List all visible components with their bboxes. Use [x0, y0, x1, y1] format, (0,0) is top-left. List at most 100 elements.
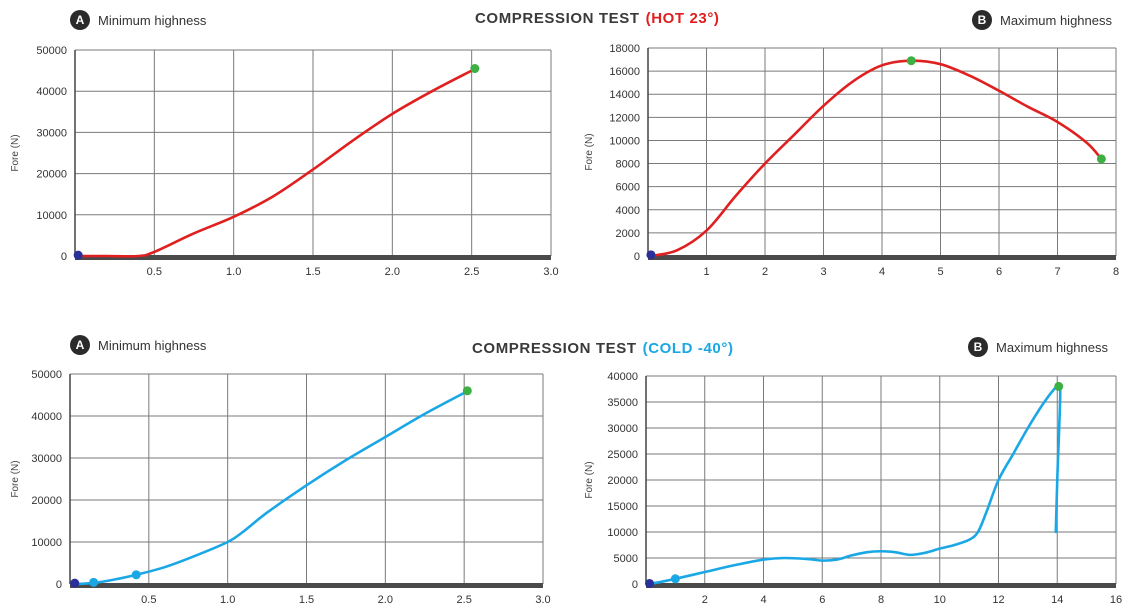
x-tick-label: 1.0 [220, 594, 235, 606]
badge-b-icon: B [972, 10, 992, 30]
x-tick-label: 0.5 [147, 266, 162, 278]
x-axis-bar [75, 255, 551, 260]
y-tick-label: 30000 [36, 127, 67, 139]
x-tick-label: 3 [820, 266, 826, 278]
x-tick-label: 8 [878, 594, 884, 606]
data-point-marker [670, 574, 680, 584]
y-axis-label: Fore (N) [584, 133, 595, 170]
x-tick-label: 12 [992, 594, 1004, 606]
x-tick-label: 6 [996, 266, 1002, 278]
series-line [647, 384, 1062, 586]
y-tick-label: 30000 [31, 453, 62, 465]
data-point-marker [73, 250, 83, 260]
panel-label-cold-max: B Maximum highness [968, 337, 1108, 357]
badge-a-icon: A [70, 335, 90, 355]
x-tick-label: 0.5 [141, 594, 156, 606]
x-tick-label: 6 [819, 594, 825, 606]
x-tick-label: 3.0 [535, 594, 550, 606]
y-tick-label: 18000 [609, 43, 640, 55]
data-point-marker [470, 64, 480, 74]
y-tick-label: 6000 [616, 182, 640, 194]
x-axis-bar [646, 583, 1116, 588]
x-tick-label: 14 [1051, 594, 1063, 606]
panel-label-hot-min: A Minimum highness [70, 10, 206, 30]
data-point-marker [646, 250, 656, 260]
y-tick-label: 5000 [614, 553, 638, 565]
x-tick-label: 7 [1054, 266, 1060, 278]
y-tick-label: 0 [634, 251, 640, 263]
section-title-main: COMPRESSION TEST [475, 10, 640, 27]
data-point-marker [1096, 154, 1106, 164]
panel-label-cold-min: A Minimum highness [70, 335, 206, 355]
section-title-temp: (HOT 23°) [645, 10, 720, 27]
y-tick-label: 8000 [616, 159, 640, 171]
series-line [76, 69, 473, 258]
data-point-marker [70, 578, 80, 588]
badge-b-icon: B [968, 337, 988, 357]
y-tick-label: 30000 [607, 423, 638, 435]
x-tick-label: 1.5 [299, 594, 314, 606]
y-tick-label: 0 [61, 251, 67, 263]
series-line [71, 391, 466, 586]
x-tick-label: 8 [1113, 266, 1119, 278]
y-tick-label: 2000 [616, 228, 640, 240]
data-point-marker [645, 578, 655, 588]
y-tick-label: 10000 [607, 527, 638, 539]
data-point-marker [906, 56, 916, 66]
y-tick-label: 20000 [31, 495, 62, 507]
y-tick-label: 50000 [36, 45, 67, 57]
x-tick-label: 2 [702, 594, 708, 606]
y-tick-label: 10000 [609, 135, 640, 147]
data-point-marker [1054, 381, 1064, 391]
y-tick-label: 4000 [616, 205, 640, 217]
y-tick-label: 40000 [36, 86, 67, 98]
x-axis-bar [648, 255, 1116, 260]
y-tick-label: 40000 [607, 371, 638, 383]
section-title-temp: (COLD -40°) [642, 340, 734, 357]
y-axis-label: Fore (N) [10, 134, 21, 171]
x-tick-label: 4 [879, 266, 885, 278]
panel-label-text: Maximum highness [996, 339, 1108, 355]
y-tick-label: 12000 [609, 112, 640, 124]
y-tick-label: 50000 [31, 369, 62, 381]
data-point-marker [89, 577, 99, 587]
y-tick-label: 20000 [607, 475, 638, 487]
y-tick-label: 25000 [607, 449, 638, 461]
x-axis-bar [70, 583, 543, 588]
x-tick-label: 1.5 [305, 266, 320, 278]
y-tick-label: 10000 [31, 537, 62, 549]
y-tick-label: 0 [632, 579, 638, 591]
y-tick-label: 15000 [607, 501, 638, 513]
y-tick-label: 16000 [609, 66, 640, 78]
x-tick-label: 2.0 [378, 594, 393, 606]
y-tick-label: 35000 [607, 397, 638, 409]
y-axis-label: Fore (N) [10, 460, 21, 497]
panel-label-hot-max: B Maximum highness [972, 10, 1112, 30]
x-tick-label: 10 [934, 594, 946, 606]
y-tick-label: 20000 [36, 169, 67, 181]
panel-label-text: Minimum highness [98, 337, 207, 353]
data-point-marker [131, 570, 141, 580]
panel-label-text: Minimum highness [98, 12, 207, 28]
x-tick-label: 2.5 [457, 594, 472, 606]
y-tick-label: 10000 [36, 210, 67, 222]
y-tick-label: 0 [56, 579, 62, 591]
y-tick-label: 14000 [609, 89, 640, 101]
series-line [649, 59, 1103, 258]
x-tick-label: 5 [937, 266, 943, 278]
section-title-hot: COMPRESSION TEST (HOT 23°) [475, 10, 720, 27]
badge-a-icon: A [70, 10, 90, 30]
data-point-marker [462, 386, 472, 396]
section-title-main: COMPRESSION TEST [472, 340, 637, 357]
x-tick-label: 3.0 [543, 266, 558, 278]
y-axis-label: Fore (N) [584, 461, 595, 498]
y-tick-label: 40000 [31, 411, 62, 423]
x-tick-label: 1.0 [226, 266, 241, 278]
x-tick-label: 1 [703, 266, 709, 278]
x-tick-label: 16 [1110, 594, 1122, 606]
section-title-cold: COMPRESSION TEST (COLD -40°) [472, 340, 734, 357]
